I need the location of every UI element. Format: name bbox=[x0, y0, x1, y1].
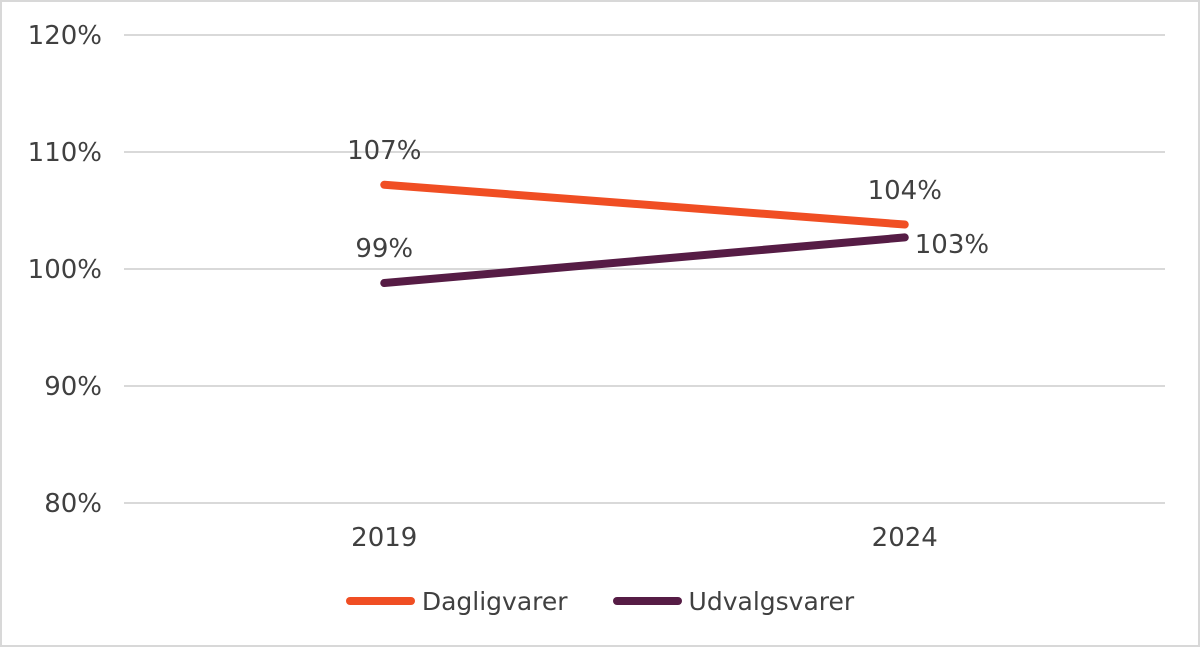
gridline-90% bbox=[124, 385, 1165, 387]
legend-item-dagligvarer: Dagligvarer bbox=[345, 586, 568, 616]
gridline-80% bbox=[124, 502, 1165, 504]
data-label-udvalgsvarer-2024: 103% bbox=[914, 230, 990, 261]
y-axis-tick-label: 120% bbox=[27, 21, 102, 51]
series-line-dagligvarer bbox=[380, 180, 909, 229]
y-axis-tick-label: 90% bbox=[44, 372, 102, 402]
legend-line-swatch-icon bbox=[612, 597, 682, 605]
gridline-120% bbox=[124, 34, 1165, 36]
data-label-dagligvarer-2024: 104% bbox=[867, 175, 942, 206]
x-axis-tick-label: 2019 bbox=[351, 523, 418, 553]
data-label-udvalgsvarer-2019: 99% bbox=[355, 234, 414, 265]
legend-label: Dagligvarer bbox=[421, 586, 568, 616]
gridline-100% bbox=[124, 268, 1165, 270]
chart-legend: Dagligvarer Udvalgsvarer bbox=[0, 584, 1200, 618]
series-line-udvalgsvarer bbox=[380, 233, 909, 288]
y-axis-tick-label: 100% bbox=[27, 255, 102, 285]
gridline-110% bbox=[124, 151, 1165, 153]
legend-label: Udvalgsvarer bbox=[688, 586, 855, 616]
legend-item-udvalgsvarer: Udvalgsvarer bbox=[612, 586, 855, 616]
data-label-dagligvarer-2019: 107% bbox=[347, 135, 422, 166]
y-axis-tick-label: 110% bbox=[27, 138, 102, 168]
y-axis-tick-label: 80% bbox=[44, 489, 102, 519]
x-axis-tick-label: 2024 bbox=[871, 523, 938, 553]
legend-line-swatch-icon bbox=[345, 597, 415, 605]
